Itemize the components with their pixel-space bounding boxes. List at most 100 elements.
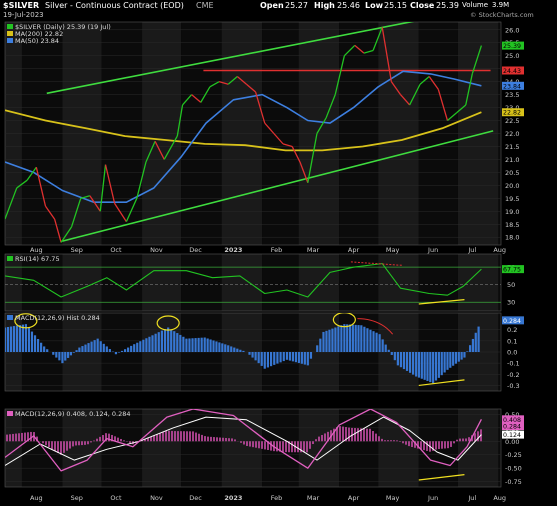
hist-bar xyxy=(269,352,273,367)
hist-bar xyxy=(209,339,212,352)
legend-ma200: MA(200) 22.82 xyxy=(15,30,63,38)
macd-diff-bar xyxy=(42,441,44,444)
hist-bar xyxy=(316,345,319,352)
macd-diff-bar xyxy=(291,441,293,453)
macd-diff-bar xyxy=(54,441,56,451)
macd-diff-bar xyxy=(48,441,50,448)
hist-bar xyxy=(221,343,224,352)
macd-y-tick: 0.00 xyxy=(505,438,519,446)
macd-diff-bar xyxy=(309,441,311,449)
hist-red-arc xyxy=(357,318,394,335)
hist-bar xyxy=(440,352,443,376)
macd-tag xyxy=(502,415,524,424)
price-segment xyxy=(16,179,28,189)
price-y-tick: 23.0 xyxy=(505,104,519,112)
month-band xyxy=(378,254,419,311)
hist-bar xyxy=(69,352,73,356)
x-tick-label: Aug xyxy=(30,246,43,254)
legend-macd-swatch xyxy=(7,411,13,416)
macd-diff-bar xyxy=(72,441,74,447)
x-tick-label: Aug xyxy=(493,246,506,254)
hist-bar xyxy=(288,352,292,361)
macd-diff-bar xyxy=(390,440,392,442)
macd-diff-bar xyxy=(282,441,284,452)
hist-bar xyxy=(454,352,458,364)
hist-bar xyxy=(96,338,99,352)
price-segment xyxy=(53,218,62,243)
peak-circle xyxy=(156,315,180,331)
price-y-tick: 21.5 xyxy=(505,143,519,151)
hist-bar xyxy=(90,341,93,352)
macd-diff-bar xyxy=(321,435,323,442)
price-segment xyxy=(447,112,458,122)
hist-bar xyxy=(61,352,64,364)
x-tick-label: 2023 xyxy=(224,494,242,502)
hist-bar xyxy=(130,345,133,352)
month-band xyxy=(142,254,182,311)
macd-diff-bar xyxy=(87,441,89,445)
macd-diff-bar xyxy=(357,428,359,442)
hist-bar xyxy=(387,349,390,352)
hist-bar xyxy=(248,352,251,355)
macd-diff-bar xyxy=(336,427,338,442)
hist-bar xyxy=(408,352,412,373)
macd-diff-bar xyxy=(147,437,149,442)
macd-diff-bar xyxy=(261,441,263,449)
hist-bar xyxy=(417,352,421,378)
macd-diff-bar xyxy=(354,428,356,442)
price-segment xyxy=(125,198,138,222)
macd-diff-bar xyxy=(384,440,386,442)
macd-diff-bar xyxy=(180,431,182,442)
hist-bar xyxy=(297,352,300,363)
macd-diff-bar xyxy=(324,433,326,442)
macd-diff-bar xyxy=(207,436,209,442)
hist-bar xyxy=(55,352,58,358)
hist-bar xyxy=(81,346,84,352)
hist-bar xyxy=(194,338,197,352)
macd-diff-bar xyxy=(327,431,329,442)
price-tag xyxy=(502,66,524,75)
hist-bar xyxy=(145,338,148,352)
macd-diff-bar xyxy=(387,440,389,442)
macd-diff-bar xyxy=(108,433,110,442)
price-segment xyxy=(291,146,301,163)
exchange-label: CME xyxy=(196,1,214,10)
macd-diff-bar xyxy=(111,434,113,442)
hist-bar xyxy=(334,327,337,352)
x-tick-label: Apr xyxy=(348,246,360,254)
hist-bar xyxy=(396,352,399,366)
macd-diff-bar xyxy=(9,434,11,442)
price-segment xyxy=(325,94,336,119)
macd-diff-bar xyxy=(279,441,281,452)
macd-diff-bar xyxy=(177,431,179,442)
hist-bar xyxy=(105,346,108,352)
price-segment xyxy=(381,27,392,82)
hist-bar xyxy=(43,346,46,352)
month-band xyxy=(262,254,299,311)
rsi-divergence-line xyxy=(350,261,404,266)
hist-bar xyxy=(477,326,480,352)
hist-bar xyxy=(331,328,334,352)
macd-diff-bar xyxy=(342,426,344,442)
legend-rsi-swatch xyxy=(7,256,13,261)
price-segment xyxy=(437,89,449,121)
hist-bar xyxy=(460,352,463,360)
price-segment xyxy=(227,75,238,85)
hist-bar xyxy=(282,352,285,362)
macd-diff-bar xyxy=(396,440,398,442)
hist-bar xyxy=(127,347,130,352)
legend-ma50-swatch xyxy=(7,38,13,43)
hist-bar xyxy=(6,327,10,352)
hist-bar xyxy=(21,324,25,352)
channel-lower-line xyxy=(62,130,494,242)
price-tag-label: 22.82 xyxy=(503,110,521,117)
x-tick-label: Oct xyxy=(110,246,122,254)
price-segment xyxy=(26,166,37,181)
x-tick-label: Sep xyxy=(71,494,83,502)
macd-diff-bar xyxy=(258,441,260,449)
hist-bar xyxy=(340,325,343,352)
hist-bar xyxy=(5,327,7,352)
price-segment xyxy=(182,94,193,106)
macd-diff-bar xyxy=(285,441,287,453)
hist-bar xyxy=(66,352,70,358)
